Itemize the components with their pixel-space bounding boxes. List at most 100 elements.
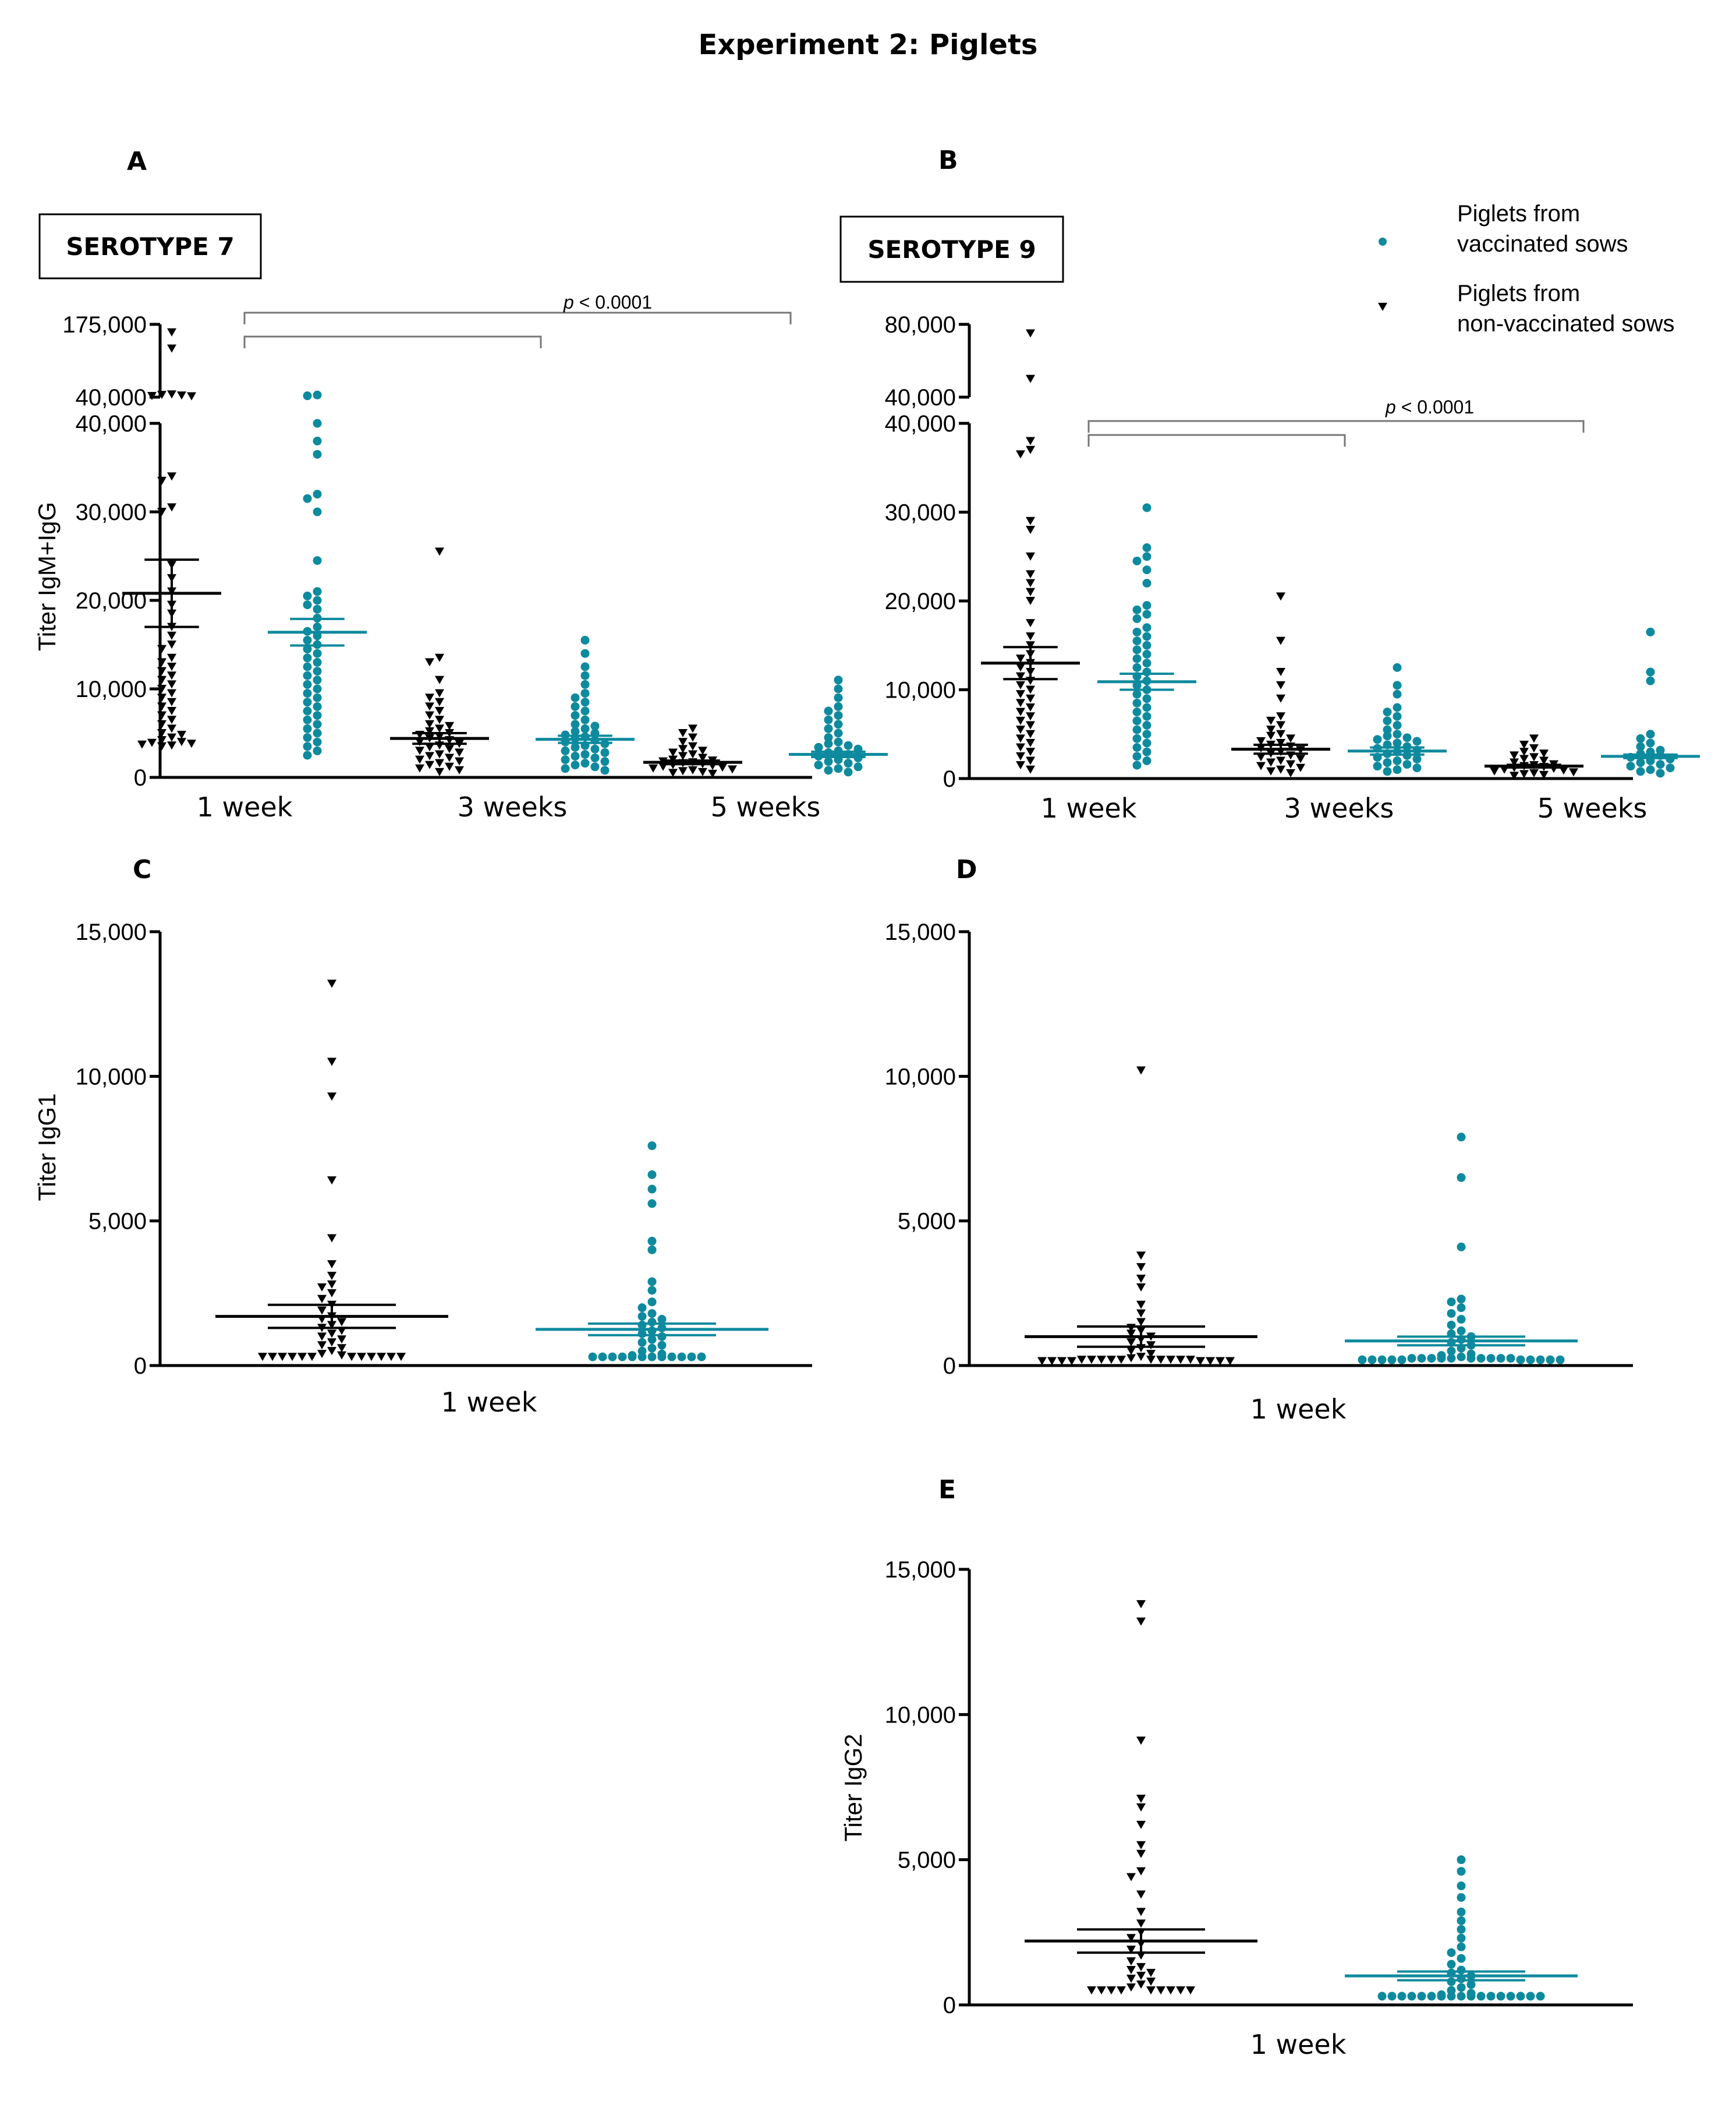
data-point-triangle bbox=[1186, 1356, 1195, 1364]
data-point-triangle bbox=[1026, 445, 1035, 454]
data-point-circle bbox=[313, 684, 322, 694]
data-point-circle bbox=[1466, 1354, 1476, 1363]
data-point-circle bbox=[1486, 1354, 1496, 1363]
data-point-circle bbox=[1457, 1855, 1466, 1865]
data-point-circle bbox=[1142, 738, 1152, 748]
significance-bracket bbox=[1087, 434, 1346, 447]
data-point-triangle bbox=[167, 328, 176, 337]
data-point-triangle bbox=[147, 738, 157, 747]
data-point-circle bbox=[1447, 1948, 1456, 1957]
data-point-circle bbox=[1132, 698, 1142, 708]
data-point-triangle bbox=[678, 767, 688, 776]
data-point-triangle bbox=[1016, 761, 1025, 770]
data-point-triangle bbox=[425, 752, 434, 761]
data-point-circle bbox=[637, 1338, 647, 1347]
data-point-triangle bbox=[297, 1353, 307, 1361]
y-tick-label: 10,000 bbox=[76, 1064, 147, 1090]
data-point-circle bbox=[1373, 735, 1382, 744]
data-point-circle bbox=[1457, 1992, 1466, 2001]
data-point-triangle bbox=[1016, 743, 1025, 752]
data-point-triangle bbox=[445, 745, 454, 754]
panel-letter-e: E bbox=[938, 1475, 956, 1505]
data-point-triangle bbox=[317, 1341, 327, 1350]
data-point-circle bbox=[561, 746, 570, 755]
x-category-label: 5 weeks bbox=[1537, 793, 1648, 824]
data-point-circle bbox=[1132, 689, 1142, 699]
data-point-circle bbox=[1132, 716, 1142, 726]
data-point-triangle bbox=[1146, 1969, 1156, 1978]
serotype-7-label: SEROTYPE 7 bbox=[38, 213, 262, 280]
data-point-circle bbox=[1393, 712, 1402, 721]
data-point-circle bbox=[1132, 708, 1142, 717]
y-tick-label: 10,000 bbox=[885, 1064, 956, 1090]
data-point-triangle bbox=[1266, 726, 1276, 734]
significance-label: p < 0.0001 bbox=[1385, 397, 1474, 418]
data-point-circle bbox=[580, 689, 590, 698]
data-point-circle bbox=[1457, 1294, 1466, 1304]
data-point-circle bbox=[647, 1286, 657, 1295]
data-point-circle bbox=[647, 1141, 657, 1151]
data-point-triangle bbox=[708, 769, 717, 778]
data-point-circle bbox=[313, 556, 322, 565]
data-point-triangle bbox=[425, 702, 434, 711]
data-point-circle bbox=[1142, 721, 1152, 730]
data-point-circle bbox=[1383, 767, 1392, 776]
data-point-triangle bbox=[157, 658, 166, 667]
data-point-circle bbox=[1516, 1992, 1525, 2001]
data-point-circle bbox=[1457, 1942, 1466, 1951]
data-point-circle bbox=[1142, 703, 1152, 712]
y-tick-label: 15,000 bbox=[885, 919, 956, 945]
data-point-triangle bbox=[1286, 760, 1295, 769]
data-point-triangle bbox=[1146, 1986, 1156, 1995]
data-point-triangle bbox=[445, 754, 454, 762]
legend-label-non-vaccinated-line1: Piglets from bbox=[1457, 281, 1580, 306]
data-point-triangle bbox=[147, 392, 157, 401]
data-point-triangle bbox=[307, 1353, 317, 1361]
data-point-circle bbox=[1656, 760, 1665, 769]
data-point-circle bbox=[824, 766, 833, 775]
data-point-triangle bbox=[1026, 579, 1035, 588]
data-point-triangle bbox=[1569, 768, 1578, 777]
data-point-triangle bbox=[157, 675, 166, 684]
legend-label-non-vaccinated-line2: non-vaccinated sows bbox=[1457, 311, 1675, 337]
data-point-triangle bbox=[327, 1234, 336, 1243]
data-point-circle bbox=[580, 671, 590, 680]
data-point-triangle bbox=[1146, 1978, 1156, 1986]
data-point-triangle bbox=[157, 729, 166, 737]
data-point-circle bbox=[1132, 556, 1142, 565]
data-point-circle bbox=[1142, 694, 1152, 703]
data-point-circle bbox=[1447, 1346, 1456, 1356]
data-point-circle bbox=[844, 767, 853, 777]
data-point-circle bbox=[1636, 767, 1645, 776]
chart-panel-d: 0 5,000 10,000 15,000 1 week bbox=[885, 919, 1633, 1425]
data-point-triangle bbox=[1519, 741, 1529, 749]
data-point-triangle bbox=[1126, 1966, 1136, 1975]
data-point-circle bbox=[1132, 654, 1142, 663]
y-tick-label: 5,000 bbox=[898, 1848, 956, 1873]
data-point-circle bbox=[303, 671, 312, 680]
data-point-triangle bbox=[1016, 716, 1025, 725]
y-tick-label: 10,000 bbox=[885, 678, 956, 703]
y-tick-label: 40,000 bbox=[885, 411, 956, 437]
data-point-circle bbox=[1457, 1925, 1466, 1934]
data-point-circle bbox=[1496, 1354, 1505, 1363]
data-point-triangle bbox=[167, 698, 176, 706]
data-point-triangle bbox=[1087, 1356, 1096, 1364]
data-point-triangle bbox=[1026, 517, 1035, 525]
data-point-triangle bbox=[1500, 765, 1509, 774]
data-point-triangle bbox=[678, 738, 688, 747]
data-point-circle bbox=[580, 706, 590, 716]
x-category-label: 3 weeks bbox=[458, 791, 568, 823]
data-point-triangle bbox=[157, 476, 166, 485]
data-point-triangle bbox=[1126, 1329, 1136, 1338]
data-point-circle bbox=[1132, 636, 1142, 646]
data-point-triangle bbox=[1016, 699, 1025, 708]
data-point-circle bbox=[667, 1352, 676, 1361]
data-point-triangle bbox=[157, 711, 166, 720]
data-point-circle bbox=[1447, 1309, 1456, 1318]
y-tick-label: 0 bbox=[134, 1353, 147, 1379]
data-point-circle bbox=[1367, 1355, 1377, 1364]
data-point-triangle bbox=[1196, 1357, 1205, 1366]
data-point-triangle bbox=[167, 707, 176, 715]
data-point-triangle bbox=[1077, 1356, 1086, 1364]
